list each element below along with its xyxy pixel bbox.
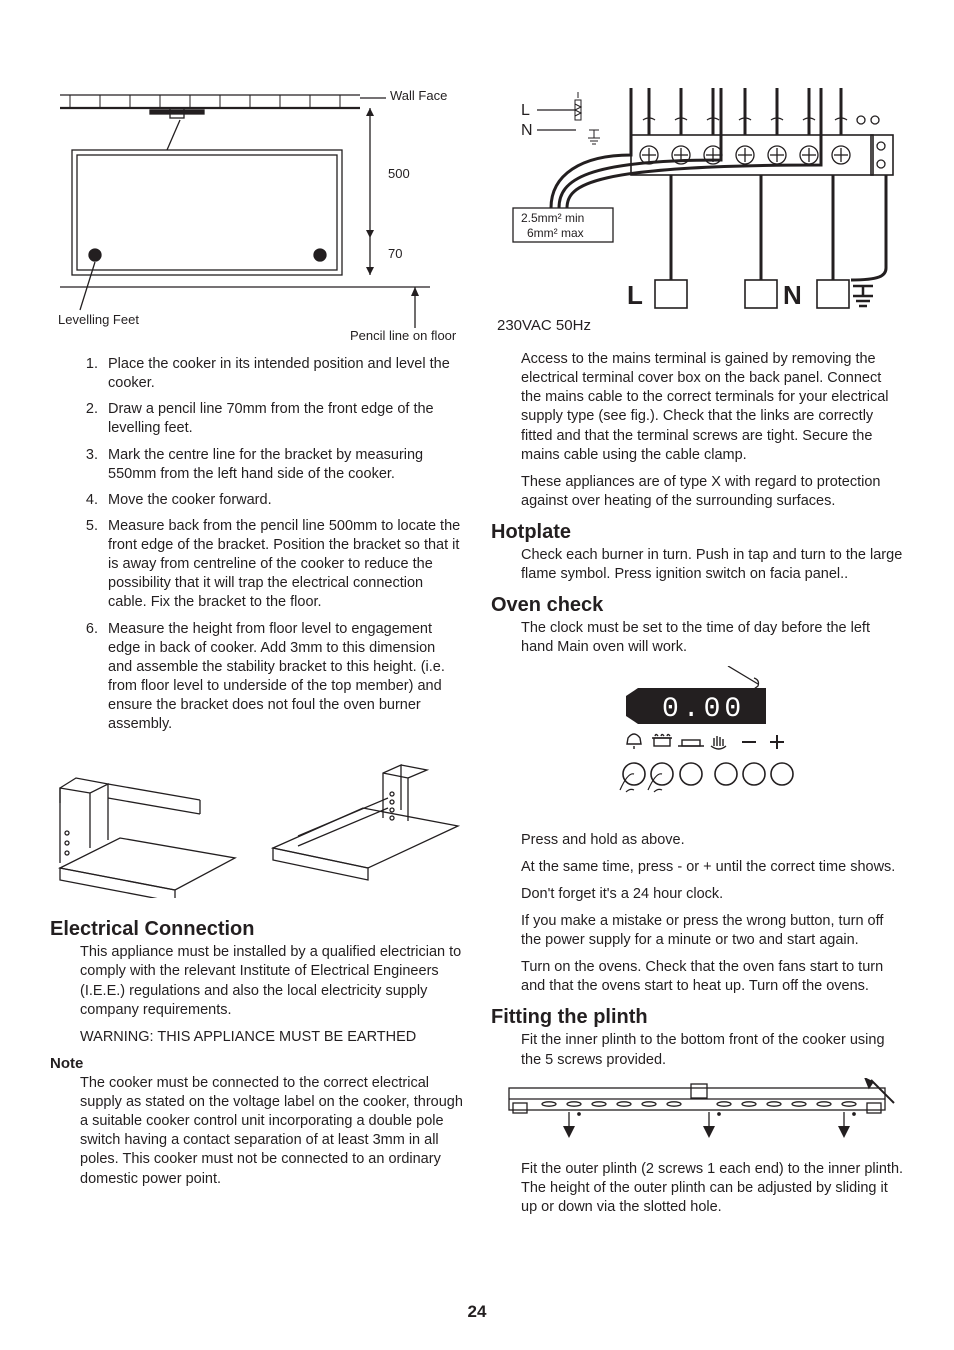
installation-steps: Place the cooker in its intended positio… — [50, 355, 463, 734]
wire-max: 6mm² max — [527, 226, 584, 240]
big-N: N — [783, 280, 802, 310]
step-5: Measure back from the pencil line 500mm … — [102, 517, 463, 613]
oven-p1: The clock must be set to the time of day… — [521, 619, 904, 657]
page-number: 24 — [0, 1302, 954, 1322]
hotplate-p: Check each burner in turn. Push in tap a… — [521, 546, 904, 584]
oven-p2: Press and hold as above. — [521, 831, 904, 850]
oven-p3: At the same time, press - or + until the… — [521, 858, 904, 877]
wire-min: 2.5mm² min — [521, 211, 584, 225]
electrical-connection-heading: Electrical Connection — [50, 918, 463, 941]
bracket-iso-right — [268, 748, 463, 898]
plinth-diagram — [499, 1078, 904, 1150]
oven-p4: Don't forget it's a 24 hour clock. — [521, 885, 904, 904]
terminal-L-label: L — [521, 102, 530, 119]
bracket-iso-left — [50, 748, 245, 898]
wall-face-label: Wall Face — [390, 88, 447, 103]
plinth-block-1: Fit the inner plinth to the bottom front… — [491, 1031, 904, 1069]
hotplate-block: Check each burner in turn. Push in tap a… — [491, 546, 904, 584]
electrical-warning: WARNING: THIS APPLIANCE MUST BE EARTHED — [80, 1028, 463, 1047]
clock-diagram: 0.00 — [578, 666, 818, 821]
oven-p5: If you make a mistake or press the wrong… — [521, 912, 904, 950]
plinth-block-2: Fit the outer plinth (2 screws 1 each en… — [491, 1160, 904, 1217]
note-p: The cooker must be connected to the corr… — [80, 1074, 463, 1189]
electrical-connection-block: This appliance must be installed by a qu… — [50, 943, 463, 1047]
left-column: Wall Face Levelling — [50, 80, 463, 1225]
cooker-placement-diagram: Wall Face Levelling — [50, 80, 463, 345]
step-4: Move the cooker forward. — [102, 491, 463, 510]
plinth-p1: Fit the inner plinth to the bottom front… — [521, 1031, 904, 1069]
levelling-feet-label: Levelling Feet — [58, 312, 139, 327]
oven-check-heading: Oven check — [491, 594, 904, 617]
note-block: The cooker must be connected to the corr… — [50, 1074, 463, 1189]
oven-check-block: The clock must be set to the time of day… — [491, 619, 904, 657]
dim-500: 500 — [388, 166, 410, 181]
plinth-p2: Fit the outer plinth (2 screws 1 each en… — [521, 1160, 904, 1217]
step-1: Place the cooker in its intended positio… — [102, 355, 463, 393]
oven-p6: Turn on the ovens. Check that the oven f… — [521, 958, 904, 996]
step-3: Mark the centre line for the bracket by … — [102, 446, 463, 484]
bracket-diagrams — [50, 748, 463, 898]
step-6: Measure the height from floor level to e… — [102, 620, 463, 735]
pencil-line-label: Pencil line on floor — [350, 328, 457, 343]
step-2: Draw a pencil line 70mm from the front e… — [102, 400, 463, 438]
oven-instructions: Press and hold as above. At the same tim… — [491, 831, 904, 997]
two-column-layout: Wall Face Levelling — [50, 80, 904, 1225]
page: Wall Face Levelling — [0, 0, 954, 1350]
plinth-heading: Fitting the plinth — [491, 1006, 904, 1029]
hotplate-heading: Hotplate — [491, 521, 904, 544]
terminal-caption: 230VAC 50Hz — [497, 317, 591, 334]
electrical-p1: This appliance must be installed by a qu… — [80, 943, 463, 1020]
access-block: Access to the mains terminal is gained b… — [491, 350, 904, 511]
terminal-N-label: N — [521, 122, 533, 139]
right-column: L N 2.5mm² min 6mm² — [491, 80, 904, 1225]
note-heading: Note — [50, 1055, 463, 1072]
clock-digits: 0.00 — [662, 694, 745, 725]
access-p1: Access to the mains terminal is gained b… — [521, 350, 904, 465]
dim-70: 70 — [388, 246, 402, 261]
access-p2: These appliances are of type X with rega… — [521, 473, 904, 511]
terminal-diagram: L N 2.5mm² min 6mm² — [491, 80, 904, 340]
big-L: L — [627, 280, 643, 310]
